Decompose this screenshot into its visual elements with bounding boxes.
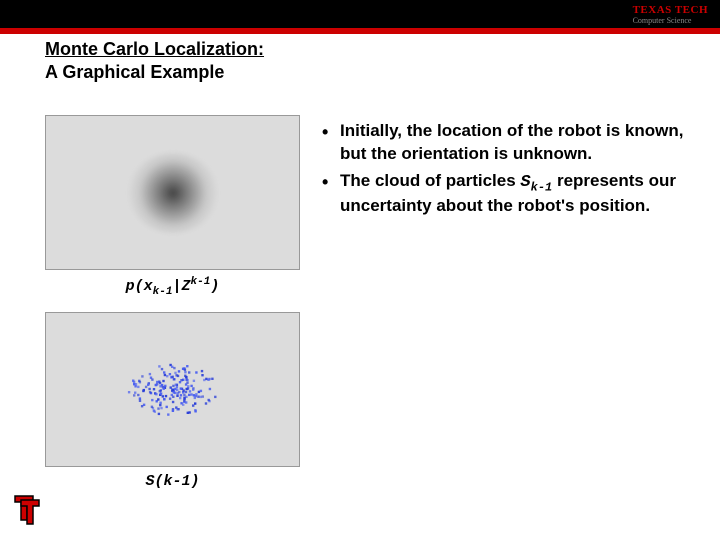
formula-main: S [520,173,530,192]
bullet-text-a: The cloud of particles [340,171,520,190]
bullet-item: The cloud of particles Sk-1 represents o… [320,170,700,219]
title-line-1: Monte Carlo Localization: [45,38,264,61]
figure-posterior [45,115,300,270]
bullet-formula: Sk-1 [520,173,552,192]
particle-cloud-icon [118,355,228,425]
cap-sub1: k-1 [153,286,173,298]
cap-prefix: p(x [126,278,153,295]
title-line-2: A Graphical Example [45,61,264,84]
bullet-item: Initially, the location of the robot is … [320,120,700,166]
figure-particles [45,312,300,467]
figure-column: p(xk-1|Zk-1) S(k-1) [45,115,300,504]
university-name: TEXAS TECH [633,4,708,16]
bullet-list: Initially, the location of the robot is … [320,120,700,222]
cap-sup: k-1 [191,276,211,288]
figure-particles-caption: S(k-1) [45,473,300,490]
figure-posterior-caption: p(xk-1|Zk-1) [45,276,300,298]
bullet-text: Initially, the location of the robot is … [340,121,683,163]
header-bar: TEXAS TECH Computer Science [0,0,720,28]
cap-suffix: ) [210,278,219,295]
gray-cloud-icon [128,153,218,233]
red-stripe [0,28,720,34]
header-logo: TEXAS TECH Computer Science [633,4,708,25]
double-t-logo-icon [12,492,44,528]
formula-sub: k-1 [531,180,553,194]
cap-mid: |Z [172,278,190,295]
department-name: Computer Science [633,16,708,25]
slide-title: Monte Carlo Localization: A Graphical Ex… [45,38,264,85]
